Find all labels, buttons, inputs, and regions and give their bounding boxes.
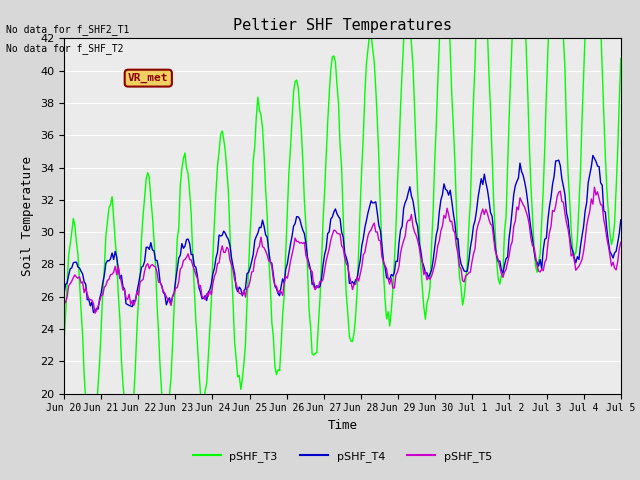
pSHF_T5 [246, 278, 254, 284]
Title: Peltier SHF Temperatures: Peltier SHF Temperatures [233, 18, 452, 33]
pSHF_T3 [60, 340, 68, 346]
pSHF_T3 [130, 393, 138, 398]
pSHF_T4 [589, 153, 596, 158]
pSHF_T4 [90, 310, 97, 315]
pSHF_T3 [255, 107, 263, 113]
pSHF_T4 [130, 297, 138, 303]
pSHF_T4 [60, 291, 68, 297]
pSHF_T5 [255, 243, 263, 249]
pSHF_T5 [305, 264, 313, 270]
Line: pSHF_T4: pSHF_T4 [64, 156, 621, 312]
Line: pSHF_T5: pSHF_T5 [64, 187, 621, 313]
pSHF_T4 [228, 255, 236, 261]
pSHF_T3 [246, 229, 254, 235]
Y-axis label: Soil Temperature: Soil Temperature [22, 156, 35, 276]
pSHF_T3 [88, 449, 96, 455]
pSHF_T5 [617, 240, 625, 245]
pSHF_T4 [588, 164, 595, 169]
Line: pSHF_T3: pSHF_T3 [64, 0, 621, 452]
X-axis label: Time: Time [328, 419, 357, 432]
Text: No data for f_SHF2_T1: No data for f_SHF2_T1 [6, 24, 130, 35]
pSHF_T5 [228, 262, 236, 268]
pSHF_T4 [305, 261, 313, 266]
pSHF_T5 [130, 302, 138, 308]
pSHF_T5 [60, 298, 68, 303]
pSHF_T4 [617, 217, 625, 223]
Legend: pSHF_T3, pSHF_T4, pSHF_T5: pSHF_T3, pSHF_T4, pSHF_T5 [188, 446, 497, 466]
pSHF_T4 [246, 265, 254, 271]
pSHF_T3 [228, 264, 236, 270]
pSHF_T5 [588, 196, 595, 202]
pSHF_T5 [591, 184, 598, 190]
pSHF_T3 [305, 307, 313, 312]
pSHF_T3 [617, 56, 625, 61]
Text: No data for f_SHF_T2: No data for f_SHF_T2 [6, 43, 124, 54]
Text: VR_met: VR_met [128, 73, 168, 83]
pSHF_T4 [255, 225, 263, 230]
pSHF_T5 [91, 310, 99, 316]
